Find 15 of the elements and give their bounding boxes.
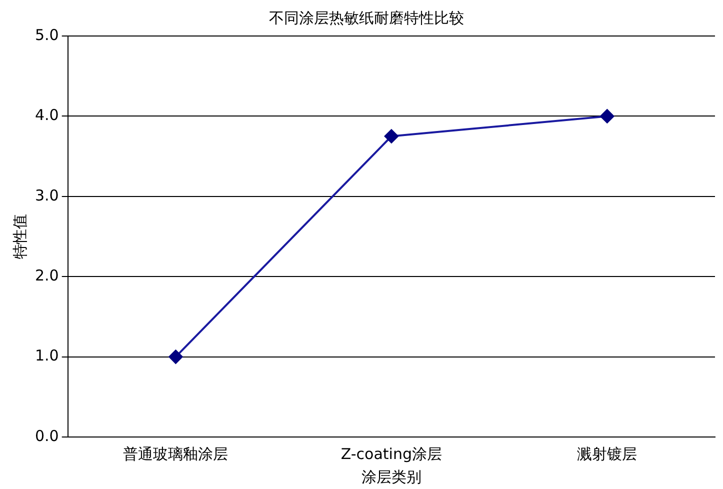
y-tick-label: 5.0 — [34, 26, 59, 44]
y-tick-label: 1.0 — [34, 346, 59, 365]
x-tick-label: Z-coating涂层 — [340, 444, 442, 463]
point — [384, 129, 398, 144]
x-tick-label: 普通玻璃釉涂层 — [123, 444, 228, 463]
y-axis-title: 特性值 — [10, 214, 29, 259]
x-tick-label: 溅射镀层 — [577, 444, 638, 463]
y-tick-label: 4.0 — [34, 106, 59, 124]
y-tick-label: 2.0 — [34, 266, 59, 284]
point — [168, 350, 183, 364]
y-tick-label: 0.0 — [34, 426, 59, 445]
y-tick-label: 3.0 — [34, 186, 59, 204]
point — [600, 109, 614, 124]
x-axis-title: 涂层类别 — [361, 468, 422, 486]
chart-title: 不同涂层热敏纸耐磨特性比较 — [269, 8, 464, 27]
